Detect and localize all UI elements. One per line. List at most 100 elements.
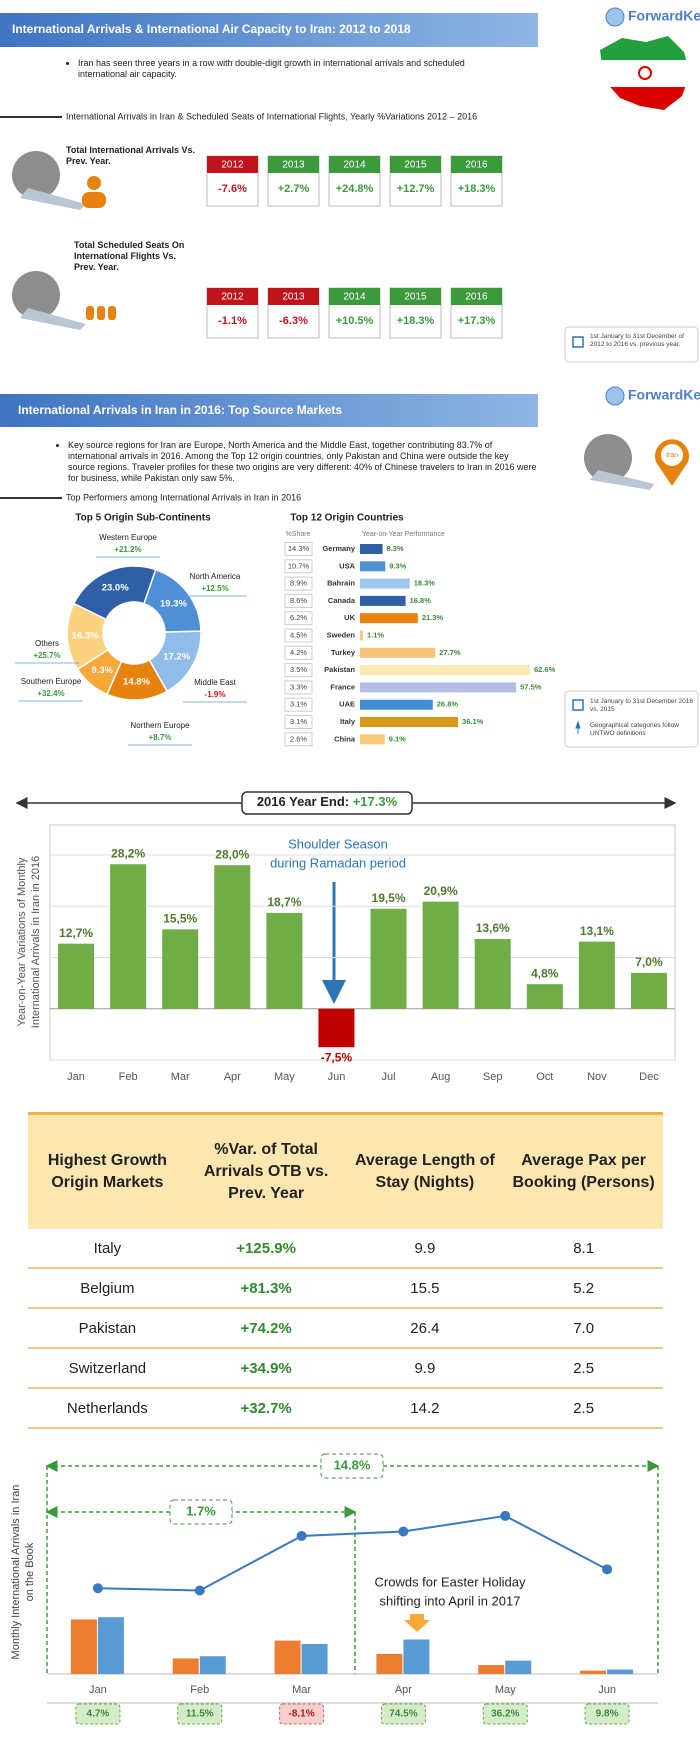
bullet: Iran has seen three years in a row with … — [78, 58, 508, 80]
chart-title: Top 12 Origin Countries — [290, 513, 404, 524]
share-box — [284, 542, 313, 556]
section-title: International Arrivals in Iran in 2016: … — [18, 403, 342, 417]
value-label: 9.3% — [91, 665, 113, 676]
tile-year: 2014 — [343, 292, 366, 303]
seat-icon — [108, 306, 116, 320]
pin-label: Iran — [666, 452, 678, 459]
growth-label: +25.7% — [33, 651, 60, 660]
bullet-list: Iran has seen three years in a row with … — [66, 58, 508, 80]
bar — [360, 647, 436, 658]
value-label: 28,2% — [111, 846, 145, 860]
line-marker — [92, 1583, 103, 1594]
note-arrow — [404, 1614, 430, 1632]
value-label: 13,1% — [580, 924, 614, 938]
column-header: Year-on-Year Performance — [362, 531, 445, 538]
x-tick-label: Sep — [483, 1071, 503, 1083]
share-label: 3.3% — [290, 682, 307, 691]
bar — [172, 1658, 199, 1674]
value-label: 15,5% — [163, 911, 197, 925]
bar — [58, 943, 95, 1009]
change-box — [380, 1703, 426, 1725]
value-label: 23.0% — [102, 582, 129, 593]
title-text: 2016 Year End: — [257, 794, 353, 809]
share-label: 8.9% — [290, 579, 307, 588]
tile-year: 2012 — [221, 160, 244, 171]
line — [97, 1514, 608, 1592]
table-cell: 5.2 — [504, 1269, 663, 1309]
tile-header — [268, 156, 319, 173]
share-box — [284, 645, 313, 660]
tile-year: 2016 — [465, 292, 488, 303]
bracket-label: 14.8% — [334, 1457, 371, 1472]
share-box — [284, 732, 313, 747]
value-label: 14.8% — [123, 676, 150, 687]
table-cell: Netherlands — [28, 1389, 187, 1429]
table-cell: 26.4 — [345, 1309, 505, 1349]
value-label: 20,9% — [424, 884, 458, 898]
x-tick-label: Apr — [224, 1071, 241, 1083]
bar — [403, 1639, 430, 1674]
value-label: 19,5% — [372, 891, 406, 905]
value-label: -7,5% — [321, 1050, 353, 1064]
value-label: 7,0% — [635, 955, 663, 969]
tile-value: +17.3% — [458, 315, 496, 327]
table-cell: 8.1 — [504, 1229, 663, 1269]
seat-icon — [97, 306, 105, 320]
iran-flag-map — [600, 36, 690, 110]
change-label: 11.5% — [186, 1709, 214, 1720]
table-cell: 2.5 — [504, 1349, 663, 1389]
growth-label: +21.2% — [114, 545, 141, 554]
share-label: 4.2% — [290, 648, 307, 657]
bar — [110, 864, 147, 1009]
logo-globe — [605, 7, 625, 27]
share-label: 3.1% — [290, 717, 307, 726]
value-label: 16.3% — [72, 630, 99, 641]
bar — [370, 908, 407, 1009]
bar — [607, 1669, 634, 1674]
annotation: Crowds for Easter Holiday — [375, 1574, 526, 1589]
bar — [301, 1643, 328, 1674]
value-label: 9.3% — [389, 561, 406, 570]
share-box — [284, 593, 313, 608]
bar — [360, 665, 530, 676]
tile-value: -6.3% — [279, 315, 308, 327]
title-value: +17.3% — [353, 794, 398, 809]
share-box — [284, 697, 313, 712]
category-label: UK — [344, 613, 355, 622]
change-box — [279, 1703, 325, 1725]
tile-year: 2013 — [282, 160, 305, 171]
table-cell: 7.0 — [504, 1309, 663, 1349]
person-icon — [82, 192, 106, 208]
table-header-cell: Average Pax per Booking (Persons) — [504, 1112, 663, 1229]
globe-icon — [584, 434, 632, 482]
share-box — [284, 680, 313, 695]
share-label: 8.6% — [290, 596, 307, 605]
share-label: 6.2% — [290, 613, 307, 622]
x-tick-label: Jun — [598, 1684, 616, 1696]
x-tick-label: Jan — [89, 1684, 107, 1696]
tile-header — [268, 288, 319, 305]
header-bar — [0, 394, 538, 427]
tile-value: +12.7% — [397, 183, 435, 195]
note: 1st January to 31st December 2016 vs. 20… — [590, 698, 693, 713]
x-tick-label: Mar — [292, 1684, 311, 1696]
category-label: Bahrain — [327, 579, 355, 588]
table-cell: +32.7% — [186, 1389, 346, 1429]
x-tick-label: Oct — [536, 1071, 553, 1083]
category-label: USA — [339, 561, 355, 570]
share-box — [284, 628, 313, 643]
logo: ForwardKeys — [628, 387, 700, 403]
value-label: 36.1% — [462, 717, 484, 726]
line-marker — [398, 1526, 409, 1537]
share-box — [284, 611, 313, 626]
bar — [474, 939, 511, 1009]
tile-header — [329, 156, 380, 173]
category-label: Canada — [328, 596, 356, 605]
change-box — [75, 1703, 121, 1725]
donut-segment — [72, 565, 157, 621]
value-label: 26.8% — [437, 700, 459, 709]
change-box — [584, 1703, 630, 1725]
pin-center — [661, 444, 683, 466]
value-label: 9.1% — [389, 734, 406, 743]
